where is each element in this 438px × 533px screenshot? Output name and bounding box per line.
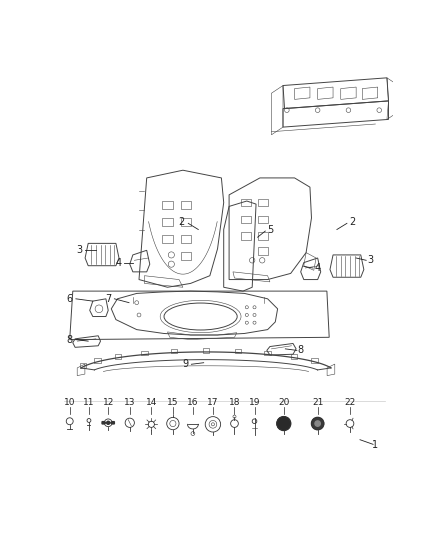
Circle shape	[107, 421, 110, 424]
Text: 19: 19	[249, 398, 260, 407]
Bar	[162, 235, 173, 243]
Bar	[162, 218, 173, 225]
Circle shape	[311, 417, 324, 430]
Text: 12: 12	[102, 398, 114, 407]
Text: 4: 4	[116, 257, 122, 268]
Bar	[95, 358, 101, 363]
Bar	[180, 252, 191, 260]
Bar	[235, 349, 241, 353]
Text: 4: 4	[314, 263, 321, 273]
Text: 15: 15	[167, 398, 179, 407]
Text: 20: 20	[278, 398, 290, 407]
Text: 18: 18	[229, 398, 240, 407]
Text: 9: 9	[182, 359, 188, 369]
Bar	[180, 218, 191, 225]
Circle shape	[315, 421, 320, 426]
Text: 11: 11	[83, 398, 95, 407]
Text: 6: 6	[67, 294, 73, 304]
Bar	[258, 232, 268, 239]
Bar	[115, 354, 121, 359]
Text: 16: 16	[187, 398, 199, 407]
Text: 22: 22	[344, 398, 356, 407]
Text: 1: 1	[372, 440, 378, 450]
Circle shape	[277, 417, 291, 431]
Bar	[258, 247, 268, 255]
Bar	[258, 199, 268, 206]
Bar	[258, 216, 268, 223]
Text: 3: 3	[76, 245, 82, 255]
Bar	[265, 351, 271, 356]
Text: 7: 7	[105, 294, 111, 304]
Text: 17: 17	[207, 398, 219, 407]
Bar	[240, 232, 251, 239]
Text: 2: 2	[349, 217, 355, 227]
Text: 3: 3	[367, 255, 373, 265]
Bar	[141, 351, 148, 356]
Bar	[240, 216, 251, 223]
Bar	[180, 235, 191, 243]
Bar	[203, 348, 209, 353]
Text: 5: 5	[267, 224, 273, 235]
Text: 8: 8	[298, 345, 304, 356]
Text: 14: 14	[146, 398, 157, 407]
Bar	[171, 349, 177, 353]
Bar	[290, 354, 297, 359]
Bar	[180, 201, 191, 209]
Text: 13: 13	[124, 398, 135, 407]
Text: 10: 10	[64, 398, 75, 407]
Text: 21: 21	[312, 398, 323, 407]
Bar	[80, 364, 86, 368]
Bar	[240, 199, 251, 206]
Bar	[162, 201, 173, 209]
Text: 8: 8	[67, 335, 73, 345]
Bar	[311, 358, 318, 363]
FancyArrow shape	[102, 422, 106, 424]
Text: 2: 2	[178, 217, 184, 227]
FancyArrow shape	[110, 422, 114, 424]
